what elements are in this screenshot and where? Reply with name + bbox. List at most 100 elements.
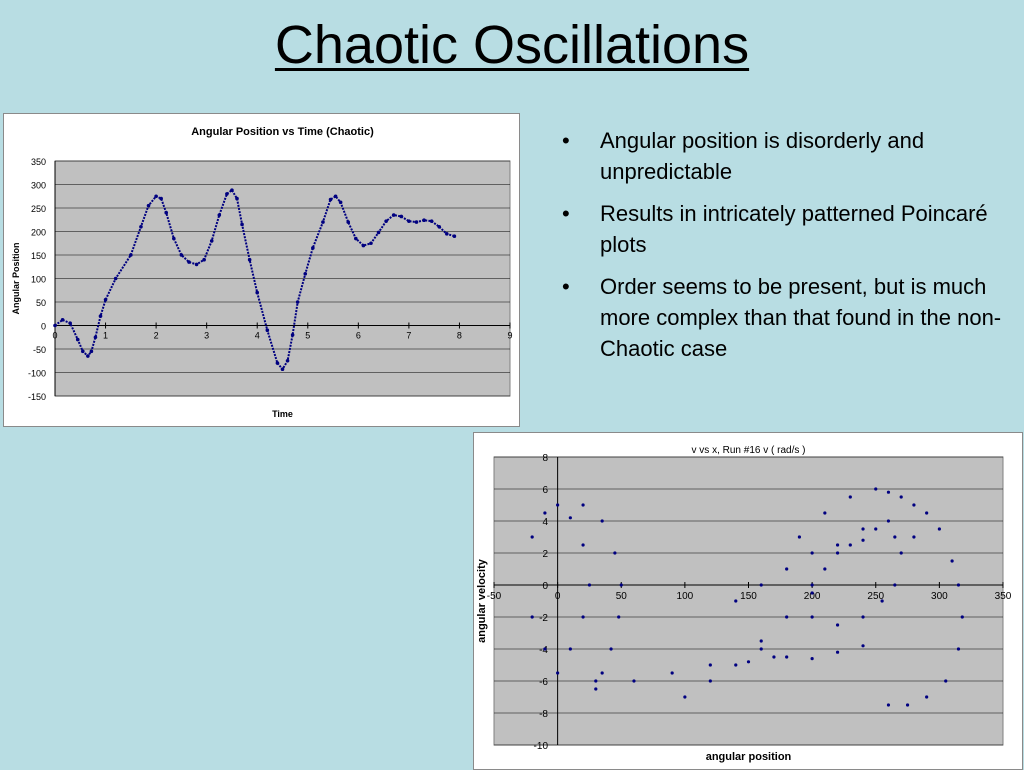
data-point: [613, 551, 617, 555]
data-point: [810, 657, 814, 661]
y-tick-label: -100: [28, 369, 46, 379]
data-point: [950, 559, 954, 563]
data-point: [129, 253, 133, 257]
data-point: [202, 257, 206, 262]
data-point: [899, 495, 903, 499]
data-point: [874, 527, 878, 531]
data-point: [445, 232, 449, 236]
bullet-text: Order seems to be present, but is much m…: [600, 274, 1002, 361]
data-point: [98, 314, 103, 318]
data-point: [60, 318, 65, 322]
data-point: [886, 519, 891, 523]
data-point: [568, 516, 572, 520]
data-point: [414, 220, 419, 224]
data-point: [376, 230, 381, 235]
data-point: [295, 300, 300, 304]
data-point: [247, 257, 252, 262]
data-point: [587, 583, 592, 587]
data-point: [217, 213, 222, 217]
data-point: [925, 511, 929, 515]
chart-poincare: -10 -8 -6 -4 -2 0 2 4 6 8 -50 0 50 100 150 200 250 300 350…: [473, 432, 1023, 770]
data-point: [556, 671, 560, 675]
x-tick-label: 5: [305, 331, 310, 341]
y-axis-label: Angular Position: [11, 243, 21, 315]
data-point: [407, 219, 411, 223]
bullet-dot: •: [562, 274, 570, 299]
x-tick-label: 350: [995, 591, 1012, 602]
y-tick-label: 100: [31, 275, 46, 285]
y-tick-label: 0: [542, 581, 548, 592]
data-point: [880, 599, 884, 603]
data-point: [113, 276, 118, 281]
chart-angular-position-svg: -150 -100 -50 0 50 100 150 200 250 300 350 0 1 2 3 4 5 6 7…: [11, 126, 513, 419]
y-tick-label: 0: [41, 322, 46, 332]
plot-area: [493, 456, 1004, 746]
data-point: [159, 196, 163, 201]
data-point: [619, 583, 623, 587]
y-tick-label: -4: [539, 645, 548, 656]
data-point: [886, 703, 891, 707]
data-point: [399, 214, 404, 219]
data-point: [194, 262, 199, 267]
bullet-item: • Results in intricately patterned Poinca…: [562, 198, 1002, 260]
y-tick-label: -6: [539, 677, 548, 688]
data-point: [594, 679, 598, 683]
data-point: [759, 647, 763, 651]
slide-title-text: Chaotic Oscillations: [274, 15, 750, 75]
data-point: [225, 192, 229, 196]
data-point: [617, 615, 621, 619]
data-point: [899, 551, 903, 555]
x-tick-label: 7: [406, 331, 411, 341]
bullet-item: • Angular position is disorderly and unpr…: [562, 125, 1002, 187]
data-point: [861, 644, 865, 648]
y-tick-label: -150: [28, 392, 46, 402]
bullet-text: Angular position is disorderly and unpre…: [600, 128, 925, 184]
data-point: [209, 239, 214, 243]
data-point: [361, 243, 366, 248]
y-tick-label: 250: [31, 204, 46, 214]
y-tick-label: 200: [31, 228, 46, 238]
data-point: [925, 695, 929, 699]
x-tick-label: 250: [867, 591, 884, 602]
data-point: [893, 583, 897, 587]
data-point: [338, 200, 343, 205]
data-point: [568, 647, 572, 651]
data-point: [530, 615, 534, 619]
bullet-dot: •: [562, 128, 570, 153]
data-point: [290, 333, 295, 337]
data-point: [275, 361, 280, 365]
data-point: [93, 335, 98, 340]
data-point: [391, 213, 396, 217]
data-point: [785, 567, 789, 571]
data-point: [354, 236, 358, 241]
data-point: [797, 535, 801, 539]
bullet-text: Results in intricately patterned Poincar…: [600, 201, 988, 257]
data-point: [530, 535, 534, 539]
data-point: [708, 663, 712, 667]
x-tick-label: -50: [487, 591, 502, 602]
data-point: [581, 615, 585, 619]
y-tick-label: -8: [539, 709, 548, 720]
data-point: [103, 297, 108, 302]
data-point: [708, 679, 712, 683]
data-point: [369, 241, 373, 246]
data-point: [81, 349, 85, 354]
data-point: [893, 535, 897, 539]
data-point: [422, 218, 426, 223]
data-point: [53, 323, 57, 328]
x-tick-label: 8: [457, 331, 462, 341]
data-point: [172, 236, 176, 241]
data-point: [68, 321, 72, 325]
chart-title: Angular Position vs Time (Chaotic): [191, 126, 374, 138]
data-point: [321, 220, 325, 224]
data-point: [581, 543, 585, 547]
data-point: [810, 615, 814, 619]
data-point: [810, 551, 814, 555]
data-point: [437, 225, 442, 229]
data-point: [75, 337, 80, 342]
data-point: [543, 647, 547, 651]
data-point: [835, 551, 840, 555]
data-point: [861, 615, 865, 619]
data-point: [89, 349, 94, 354]
bullet-dot: •: [562, 201, 570, 226]
